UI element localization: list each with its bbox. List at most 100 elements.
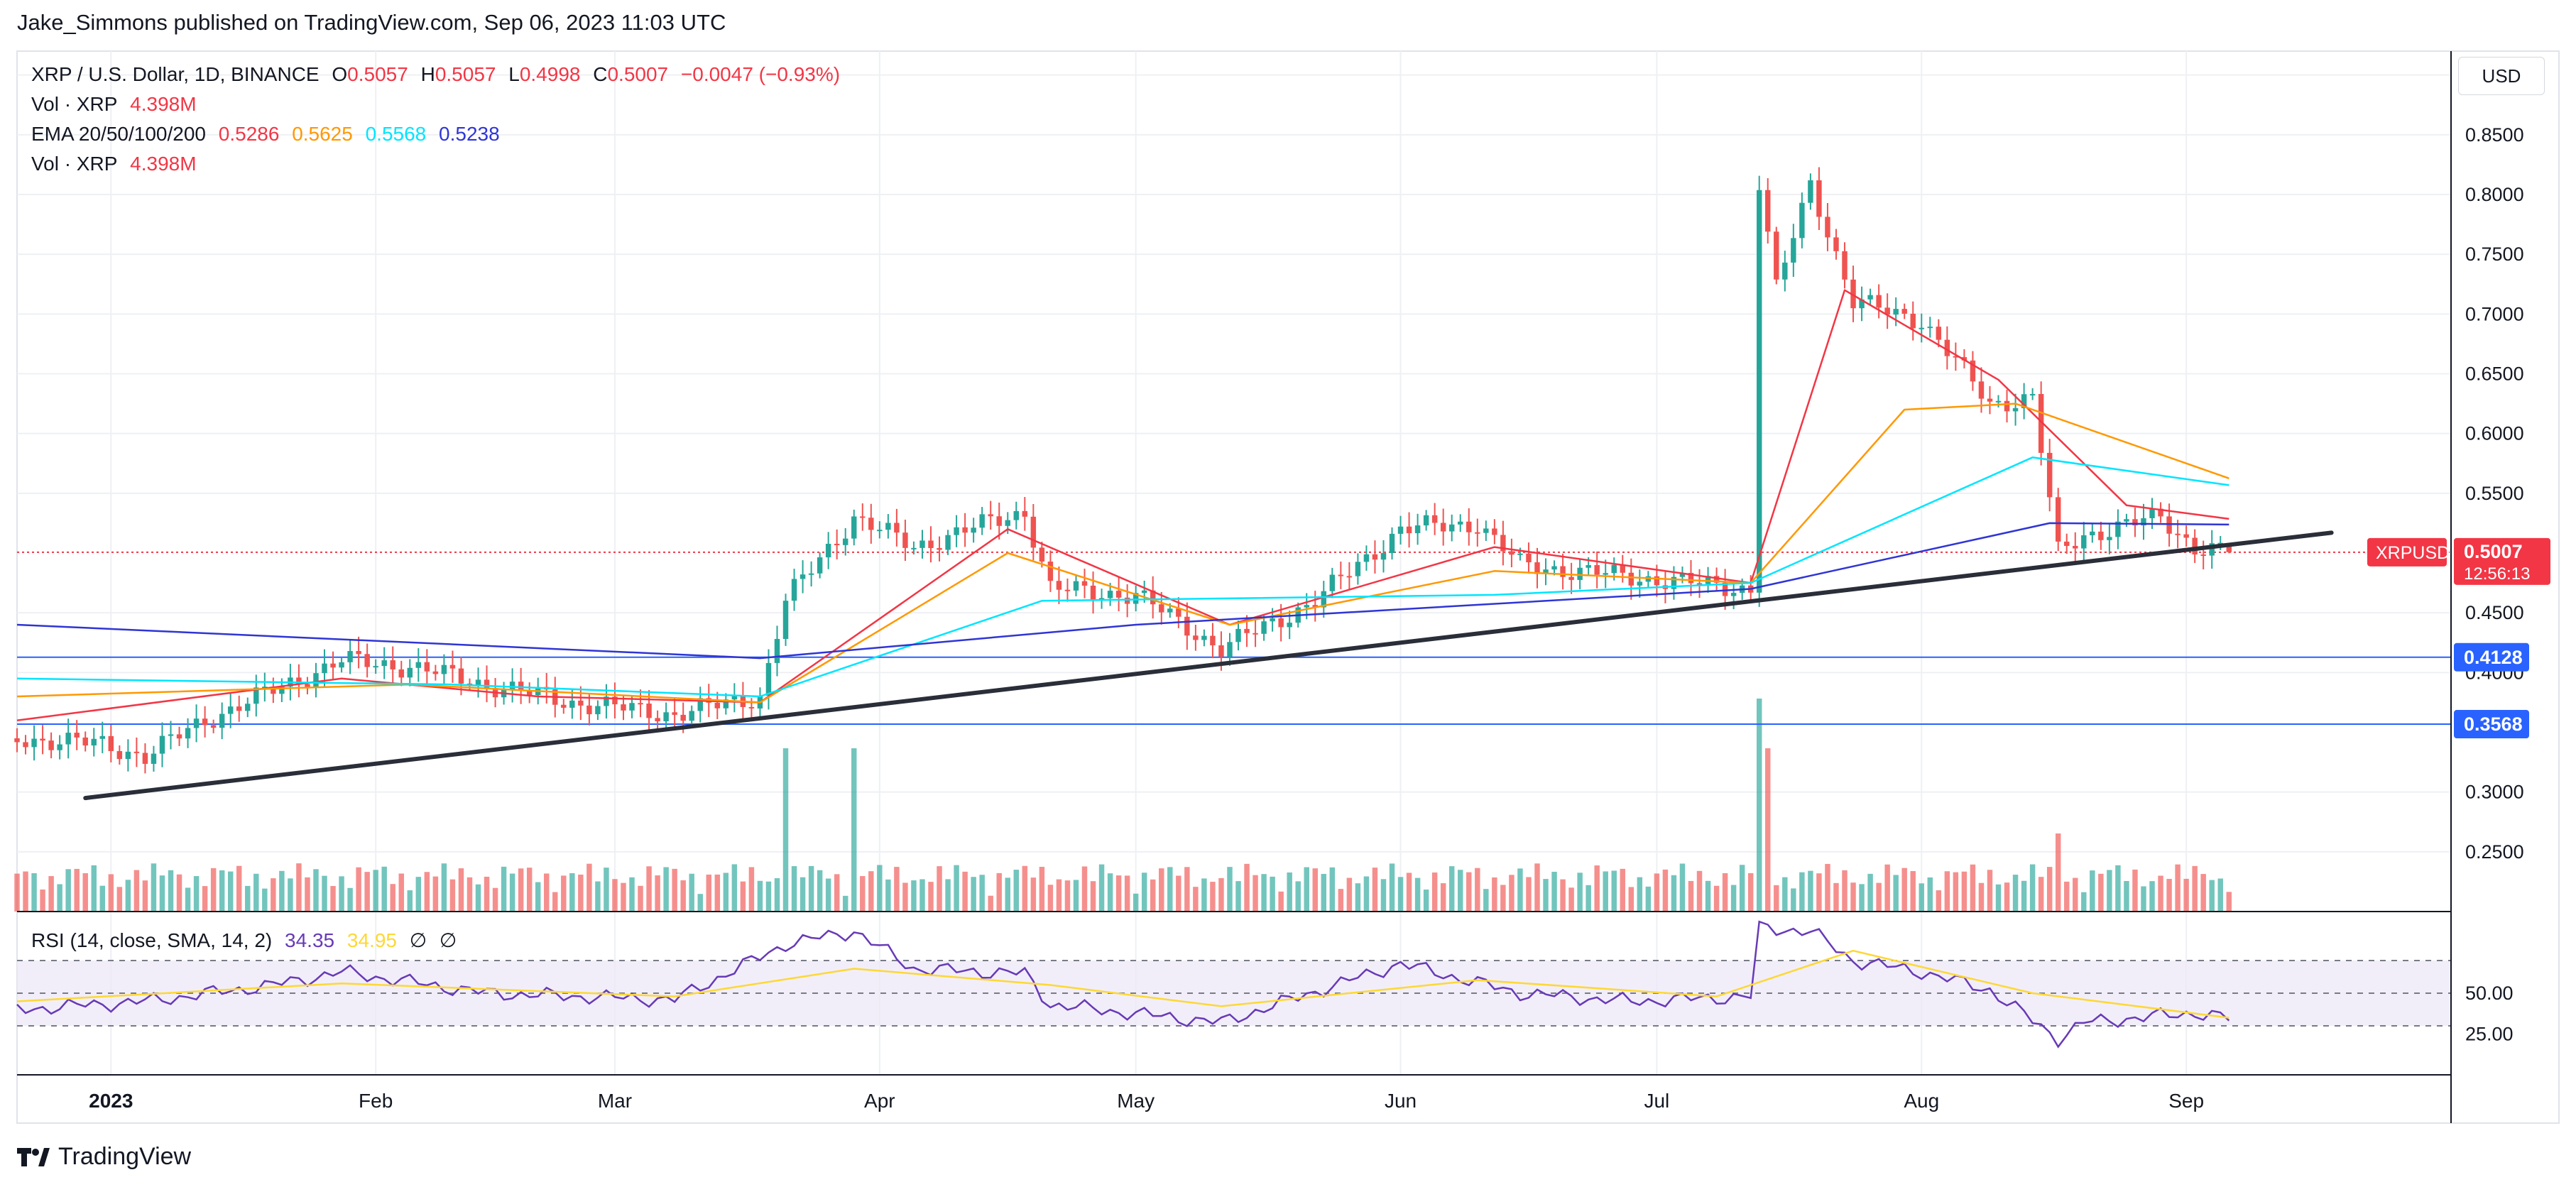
volume-bar [1654,873,1660,912]
price-tick-label: 0.6500 [2465,363,2524,385]
volume-bar [185,887,191,912]
volume-bar [1406,873,1412,912]
volume-bar [638,885,643,912]
candle-body [774,639,780,663]
currency-selector[interactable]: USD [2458,57,2545,95]
volume-bar [731,864,738,912]
volume-bar [1936,890,1942,912]
volume-bar [1492,877,1497,912]
volume-bar [1791,888,1796,912]
volume-bar [1287,872,1292,912]
volume-bar [2046,867,2053,912]
candle-body [1867,295,1873,300]
volume-bar [1594,865,1600,912]
candle-body [1184,616,1190,636]
rsi-legend[interactable]: RSI (14, close, SMA, 14, 2) 34.35 34.95 … [31,926,464,956]
candle-body [2217,542,2223,545]
candle-body [894,523,900,533]
volume-label: Vol · XRP [31,93,118,115]
rsi-null-1: ∅ [409,929,427,951]
candle-body [313,673,319,688]
candle-body [1927,327,1933,329]
volume-bar [1577,873,1583,912]
candle-body [663,712,669,722]
volume-bar [449,879,456,912]
candle-body [2158,508,2163,517]
candle-body [271,687,276,694]
candle-body [14,738,20,743]
volume-bar [1184,867,1190,912]
candle-body [697,698,703,711]
candle-body [2081,535,2087,549]
volume-bar [817,870,823,912]
time-axis-labels[interactable]: 2023 Feb Mar Apr May Jun Jul Aug Sep [89,1090,2204,1112]
volume-bar [1517,868,1523,912]
support-trendline[interactable] [83,530,2334,801]
candle-body [296,677,302,684]
price-axis-labels[interactable]: 0.90000.85000.80000.75000.70000.65000.60… [2465,65,2524,863]
volume-bar [91,865,97,912]
rsi-line [16,920,2230,1049]
candle-body [116,750,123,760]
volume-legend-row[interactable]: Vol · XRP 4.398M [31,89,847,119]
volume-bar [48,876,54,912]
volume-bar [1688,880,1694,912]
price-tick-label: 0.4500 [2465,602,2524,623]
rsi-label: RSI (14, close, SMA, 14, 2) [31,929,273,951]
candle-body [441,664,447,674]
volume-bar [1961,871,1968,912]
volume-bar [1637,877,1643,912]
candle-body [2046,452,2053,498]
candle-body [1620,564,1626,573]
volume-bar [23,871,28,912]
candle-body [219,713,225,728]
volume-legend-row-2[interactable]: Vol · XRP 4.398M [31,149,847,179]
symbol-legend-row[interactable]: XRP / U.S. Dollar, 1D, BINANCE O0.5057 H… [31,60,847,89]
volume-bar [672,868,677,912]
candle-body [1227,642,1233,657]
candle-body [1073,581,1079,591]
volume-bar [1500,885,1506,912]
candle-body [595,706,601,715]
candle-body [604,696,609,706]
volume-bar [808,865,814,912]
candle-body [731,696,738,700]
candle-body [1047,562,1054,581]
ema200-value: 0.5238 [439,123,500,145]
volume-bar [1022,865,1028,912]
volume-bar [1030,877,1037,912]
candle-body [23,742,28,748]
volume-bar [176,874,182,912]
volume-bar [1671,875,1677,912]
volume-bar [133,870,140,912]
volume-bar [1115,875,1122,912]
tradingview-brand: TradingView [58,1143,192,1170]
candle-body [646,704,652,718]
volume-bar [296,863,302,912]
volume-bar [1645,886,1652,912]
publisher-header: Jake_Simmons published on TradingView.co… [17,10,726,35]
volume-bar [364,872,370,912]
candle-body [432,671,439,674]
volume-bar [441,863,447,912]
candle-body [1150,590,1156,605]
candle-body [2064,541,2070,546]
volume-bar [988,895,993,912]
price-tick-label: 0.3000 [2465,782,2524,803]
volume-bar [288,878,293,912]
volume-bar [1816,873,1822,912]
volume-bar [655,875,660,912]
volume-bar [561,875,567,912]
rsi-lines [16,920,2230,1049]
candle-body [1431,515,1438,523]
volume-bar [1013,870,1020,912]
candle-body [1705,576,1711,584]
tradingview-footer[interactable]: TradingView [17,1143,191,1171]
volume-bar [1782,877,1788,912]
ema100-value: 0.5568 [365,123,427,145]
volume-bar [1927,877,1933,912]
time-tick-label: Aug [1904,1090,1939,1112]
volume-bar [1329,867,1336,912]
ema-legend-row[interactable]: EMA 20/50/100/200 0.5286 0.5625 0.5568 0… [31,119,847,149]
